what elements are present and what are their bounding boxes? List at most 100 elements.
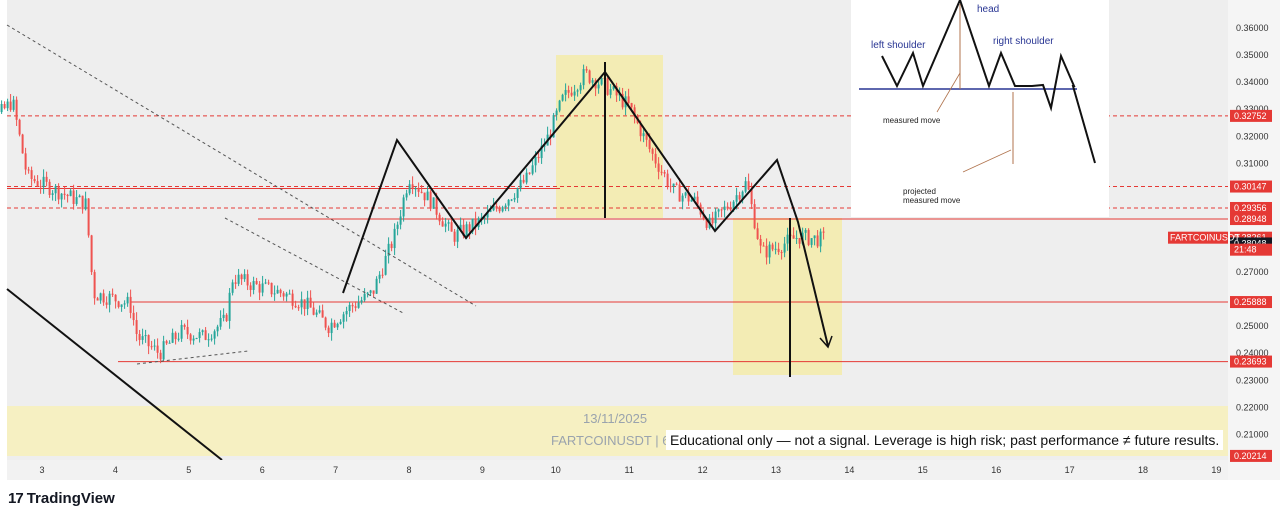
candle-body [153,345,156,347]
candle-body [750,189,753,205]
candle-body [342,314,345,322]
candle-body [66,194,69,197]
dashed-channel-upper [224,217,406,315]
candle-body [168,342,171,344]
candle-body [684,192,687,196]
candle-body [666,173,669,187]
candle-body [561,94,564,101]
candle-body [189,334,192,341]
diagram-head-label: head [977,4,1000,15]
candle-body [18,119,21,135]
candle-body [171,332,174,343]
price-tag-label: 0.20214 [1234,451,1267,461]
candle-body [798,237,801,244]
candle-body [3,103,6,109]
price-tag: 0.32752 [1230,109,1272,122]
candle-body [462,224,465,237]
candle-body [786,234,789,244]
price-tag-label: 0.29356 [1234,203,1267,213]
candle-body [765,245,768,258]
tradingview-brand[interactable]: 17 TradingView [8,490,115,507]
candle-body [69,190,72,197]
candle-body [531,165,534,174]
candle-body [726,206,729,209]
candle-body [771,244,774,250]
candle-body [669,186,672,188]
candle-body [306,297,309,310]
candle-body [471,218,474,232]
candle-body [126,296,129,304]
candle-body [495,206,498,209]
candle-body [288,293,291,295]
candle-body [504,205,507,208]
candle-body [318,310,321,313]
candle-body [432,197,435,209]
candle-body [660,171,663,173]
candle-body [408,184,411,194]
candle-body [507,199,510,206]
dashed-channel-lower [136,350,249,365]
candle-body [354,306,357,308]
candle-body [579,85,582,91]
candle-body [54,186,57,194]
price-tick-label: 0.25000 [1236,321,1269,331]
candle-body [822,231,825,233]
candle-body [258,284,261,293]
price-tag: 0.28948 [1230,213,1272,226]
candle-body [696,196,699,205]
candle-body [300,299,303,308]
candle-body [423,192,426,201]
candle-body [123,303,126,305]
candle-body [768,244,771,258]
price-tag-bg [1230,109,1272,122]
date-tick-label: 6 [260,465,265,475]
candle-body [15,99,18,120]
candle-body [675,183,678,185]
price-tag: 0.25888 [1230,296,1272,309]
candle-body [57,186,60,200]
candle-body [564,89,567,95]
candle-body [12,99,15,110]
candle-body [333,322,336,328]
candle-body [774,248,777,250]
candle-body [186,326,189,335]
candle-body [576,90,579,92]
time-axis[interactable]: 3 4 5 6 7 8 9 10 11 12 13 14 15 16 17 18 19 [7,460,1228,480]
candle-body [195,338,198,340]
candle-body [792,235,795,239]
candle-body [426,191,429,201]
candle-body [204,330,207,340]
candle-body [114,294,117,302]
candle-body [321,310,324,318]
candle-body [780,252,783,254]
head-shoulders-pattern-line [342,70,829,347]
candle-body [714,211,717,224]
candle-body [336,323,339,328]
candle-body [717,209,720,212]
candle-body [99,293,102,301]
diagram-projected-label: projected [903,187,936,196]
candle-body [459,224,462,230]
candle-body [396,224,399,229]
candle-body [720,209,723,211]
candle-body [573,91,576,96]
price-tick-label: 0.34000 [1236,77,1269,87]
candle-body [21,134,24,154]
symbol-tag-bg [1168,231,1228,244]
candle-body [570,92,573,96]
candle-body [672,183,675,187]
head-and-shoulders-diagram: head left shoulder right shoulder measur… [851,0,1109,217]
candle-body [177,338,180,340]
date-tick-label: 7 [333,465,338,475]
candle-body [267,282,270,284]
candle-body [45,176,48,182]
candle-body [294,305,297,308]
price-tag: 0.29356 [1230,201,1272,214]
candle-body [270,282,273,295]
candle-body [207,339,210,341]
candle-body [213,331,216,339]
candle-body [678,184,681,202]
diagram-left-shoulder-label: left shoulder [871,40,926,51]
candle-body [522,179,525,183]
date-tick-label: 8 [406,465,411,475]
